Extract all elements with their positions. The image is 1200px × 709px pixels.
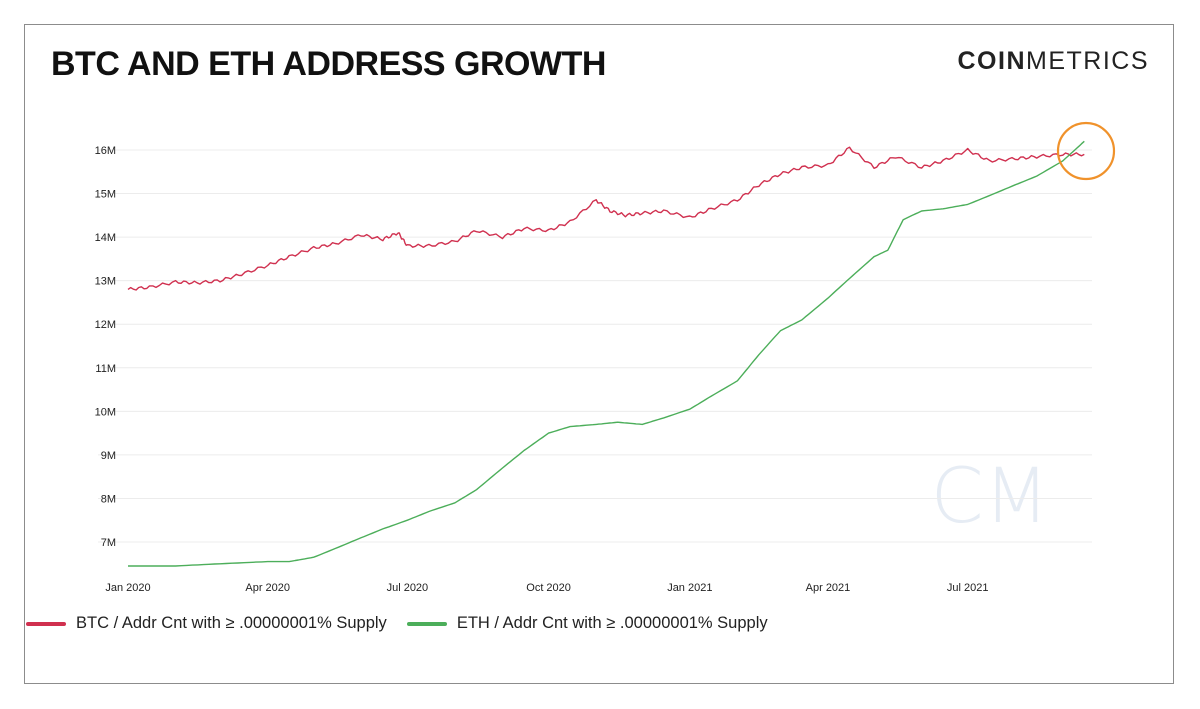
y-tick-label: 14M	[95, 232, 116, 244]
legend-item-btc[interactable]: BTC / Addr Cnt with ≥ .00000001% Supply	[26, 614, 387, 633]
legend-label-eth: ETH / Addr Cnt with ≥ .00000001% Supply	[456, 614, 768, 632]
x-tick-label: Oct 2020	[526, 582, 571, 594]
y-tick-label: 8M	[101, 493, 116, 505]
x-tick-label: Apr 2020	[245, 582, 290, 594]
y-tick-label: 15M	[95, 189, 116, 201]
x-tick-label: Jul 2020	[387, 582, 429, 594]
legend-swatch-btc	[26, 621, 66, 626]
crossover-highlight-circle	[1056, 121, 1116, 181]
y-tick-label: 11M	[95, 363, 116, 375]
y-tick-label: 16M	[95, 145, 116, 157]
legend: BTC / Addr Cnt with ≥ .00000001% Supply …	[26, 614, 788, 633]
y-tick-label: 12M	[95, 319, 116, 331]
y-tick-label: 13M	[95, 276, 116, 288]
legend-item-eth[interactable]: ETH / Addr Cnt with ≥ .00000001% Supply	[406, 614, 768, 633]
coinmetrics-logo: COINMETRICS	[958, 47, 1150, 76]
x-tick-label: Apr 2021	[806, 582, 851, 594]
chart-frame: BTC AND ETH ADDRESS GROWTH COINMETRICS	[24, 24, 1174, 684]
y-tick-label: 10M	[95, 406, 116, 418]
btc-series-line	[127, 146, 1085, 291]
legend-label-btc: BTC / Addr Cnt with ≥ .00000001% Supply	[76, 614, 387, 632]
eth-series-line	[128, 140, 1085, 567]
x-tick-label: Jan 2021	[667, 582, 712, 594]
logo-bold-text: COIN	[957, 47, 1026, 75]
cm-watermark: CM	[931, 451, 1050, 540]
y-tick-label: 7M	[101, 537, 116, 549]
x-tick-label: Jul 2021	[947, 582, 989, 594]
x-tick-label: Jan 2020	[105, 582, 150, 594]
page-title: BTC AND ETH ADDRESS GROWTH	[51, 45, 606, 83]
logo-light-text: METRICS	[1026, 47, 1149, 75]
y-tick-label: 9M	[101, 450, 116, 462]
legend-swatch-eth	[406, 621, 447, 626]
